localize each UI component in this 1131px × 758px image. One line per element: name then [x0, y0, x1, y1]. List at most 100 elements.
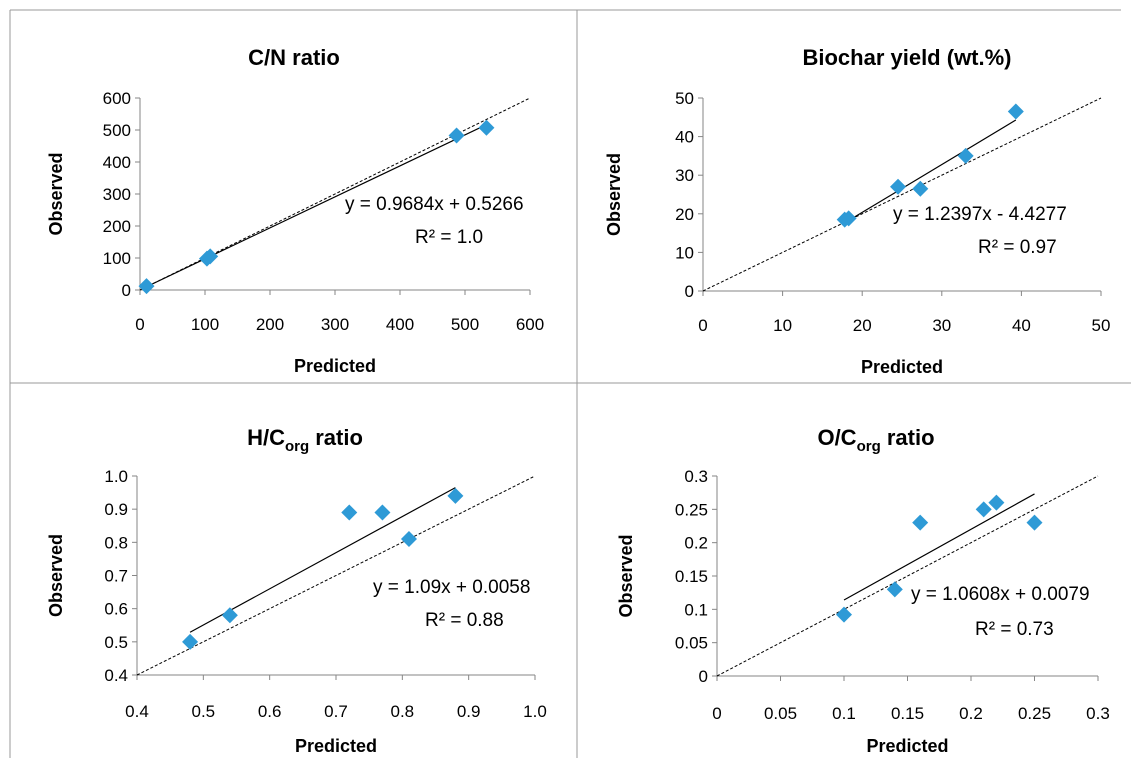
y-tick-label: 0.5: [104, 633, 128, 652]
y-tick-label: 0.7: [104, 567, 128, 586]
data-point: [447, 487, 464, 504]
y-tick-label: 0: [122, 281, 131, 300]
x-axis-title: Predicted: [861, 357, 943, 377]
x-tick-label: 0.2: [959, 704, 983, 723]
x-tick-label: 0.15: [891, 704, 924, 723]
chart-title: C/N ratio: [248, 45, 340, 70]
y-tick-label: 10: [675, 243, 694, 262]
trendline-equation: y = 1.09x + 0.0058: [373, 577, 530, 598]
data-point: [374, 504, 391, 521]
x-tick-label: 0.8: [391, 702, 415, 721]
data-point: [400, 531, 417, 548]
identity-line: [136, 475, 536, 676]
data-point: [182, 633, 199, 650]
x-tick-label: 10: [773, 316, 792, 335]
data-point: [1007, 103, 1024, 120]
y-tick-label: 1.0: [104, 467, 128, 486]
y-tick-label: 0.6: [104, 600, 128, 619]
y-tick-label: 200: [103, 217, 131, 236]
chart-panel-2: Biochar yield (wt.%) 0 10 20 30 40 50 0 10 20 30 40…: [604, 45, 1110, 377]
x-tick-label: 0.1: [832, 704, 856, 723]
chart-title: O/Corg ratio: [817, 425, 934, 455]
y-tick-label: 20: [675, 205, 694, 224]
x-axis-title: Predicted: [295, 736, 377, 756]
chart-panel-4: O/Corg ratio 0 0.05 0.1 0.15 0.2 0.25 0.3 0 0.05 0…: [616, 425, 1110, 756]
chart-title: H/Corg ratio: [247, 425, 363, 455]
x-tick-label: 20: [853, 316, 872, 335]
y-tick-label: 100: [103, 249, 131, 268]
trendline-equation: y = 1.2397x - 4.4277: [893, 204, 1067, 225]
y-tick-label: 400: [103, 153, 131, 172]
x-tick-label: 0: [712, 704, 721, 723]
x-tick-label: 0.25: [1018, 704, 1051, 723]
y-tick-label: 600: [103, 89, 131, 108]
data-point: [341, 504, 358, 521]
data-point: [478, 119, 495, 136]
y-axis-title: Observed: [616, 534, 636, 617]
x-tick-label: 600: [516, 315, 544, 334]
x-tick-label: 0.4: [125, 702, 149, 721]
x-tick-label: 0.5: [192, 702, 216, 721]
x-tick-label: 50: [1092, 316, 1111, 335]
y-tick-label: 0.4: [104, 666, 128, 685]
identity-line: [702, 97, 1102, 292]
y-tick-label: 500: [103, 121, 131, 140]
x-tick-label: 0: [698, 316, 707, 335]
trendline-equation: y = 0.9684x + 0.5266: [345, 194, 524, 215]
x-axis-title: Predicted: [294, 356, 376, 376]
data-point: [912, 514, 929, 531]
data-point: [836, 606, 852, 623]
panel-frame: [9, 9, 1131, 758]
data-point: [886, 581, 903, 598]
y-tick-label: 0.9: [104, 500, 128, 519]
y-axis-title: Observed: [604, 153, 624, 236]
y-tick-label: 30: [675, 166, 694, 185]
trendline: [189, 487, 456, 633]
data-point: [957, 147, 974, 164]
trendline: [844, 119, 1017, 224]
x-tick-label: 1.0: [523, 702, 547, 721]
trendline: [843, 493, 1035, 601]
x-tick-label: 0: [135, 315, 144, 334]
y-tick-label: 0.1: [684, 600, 708, 619]
y-tick-label: 0.8: [104, 533, 128, 552]
y-tick-label: 0: [685, 282, 694, 301]
x-tick-label: 100: [191, 315, 219, 334]
data-point: [840, 210, 857, 227]
data-point: [912, 180, 929, 197]
data-point: [202, 248, 219, 265]
y-tick-label: 0.3: [684, 467, 708, 486]
x-tick-label: 0.6: [258, 702, 282, 721]
chart-panel-3: H/Corg ratio 0.4 0.5 0.6 0.7 0.8 0.9 1.0 0.4 0.5 0…: [46, 425, 547, 756]
data-point: [890, 178, 907, 195]
y-axis-title: Observed: [46, 152, 66, 235]
data-point: [138, 278, 155, 295]
y-tick-label: 50: [675, 89, 694, 108]
x-tick-label: 40: [1012, 316, 1031, 335]
r-squared-label: R² = 0.88: [425, 610, 504, 631]
y-tick-label: 0.25: [675, 500, 708, 519]
trendline-equation: y = 1.0608x + 0.0079: [911, 584, 1090, 605]
r-squared-label: R² = 0.97: [978, 237, 1057, 258]
x-tick-label: 400: [386, 315, 414, 334]
data-point: [1026, 514, 1043, 531]
chart-title: Biochar yield (wt.%): [802, 45, 1011, 70]
y-axis-title: Observed: [46, 534, 66, 617]
y-tick-label: 0.15: [675, 567, 708, 586]
x-tick-label: 300: [321, 315, 349, 334]
y-tick-label: 40: [675, 128, 694, 147]
data-point: [988, 494, 1005, 511]
y-tick-label: 300: [103, 185, 131, 204]
r-squared-label: R² = 1.0: [415, 227, 483, 248]
y-tick-label: 0.05: [675, 634, 708, 653]
x-tick-label: 0.9: [457, 702, 481, 721]
y-tick-label: 0: [699, 667, 708, 686]
x-tick-label: 0.05: [764, 704, 797, 723]
x-axis-title: Predicted: [866, 736, 948, 756]
r-squared-label: R² = 0.73: [975, 619, 1054, 640]
data-point: [448, 127, 465, 144]
data-point: [975, 501, 992, 518]
x-tick-label: 30: [932, 316, 951, 335]
identity-line: [716, 475, 1099, 677]
